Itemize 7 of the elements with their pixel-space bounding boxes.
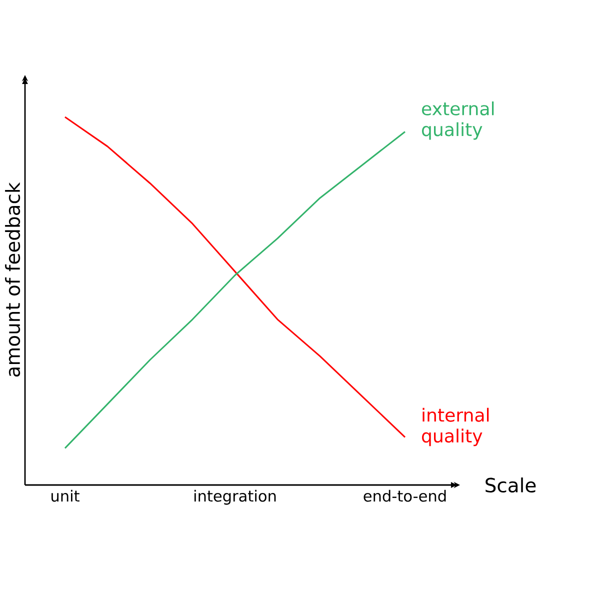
x-tick-label: unit xyxy=(52,490,80,502)
y-axis-title: amount of feedback xyxy=(5,182,20,377)
x-tick-label: integration xyxy=(194,490,276,505)
x-axis-title: Scale xyxy=(486,477,536,493)
series-label: internal quality xyxy=(422,408,489,446)
series-label: external quality xyxy=(422,101,494,140)
x-tick-label: end-to-end xyxy=(364,490,446,502)
